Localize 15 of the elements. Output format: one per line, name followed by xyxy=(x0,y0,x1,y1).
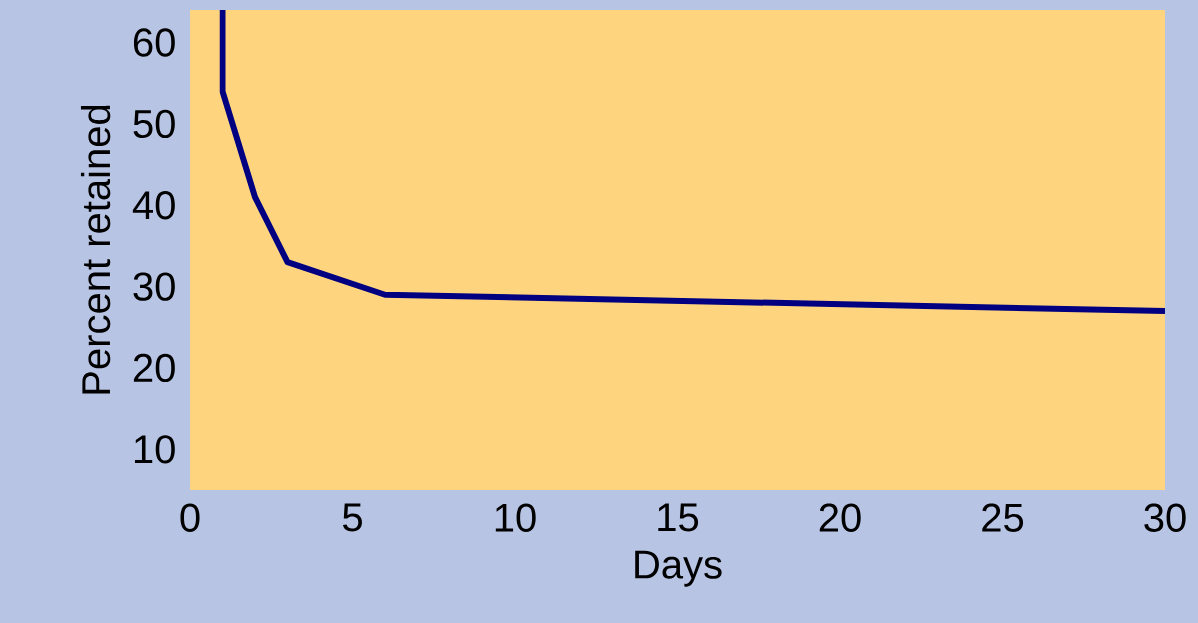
x-tick-label: 0 xyxy=(180,503,200,532)
x-axis-title: Days xyxy=(635,550,722,587)
y-tick-label: 40 xyxy=(132,191,175,220)
x-tick-label: 5 xyxy=(343,503,362,532)
x-tick-label: 30 xyxy=(1144,503,1186,532)
y-tick-label: 10 xyxy=(134,435,175,464)
x-tick-label: 25 xyxy=(982,503,1024,532)
y-tick-label: 20 xyxy=(133,353,175,383)
y-tick-label: 60 xyxy=(133,28,175,57)
y-tick-label: 50 xyxy=(133,109,175,139)
x-tick-label: 20 xyxy=(819,503,861,532)
y-tick-label: 30 xyxy=(133,272,175,301)
y-axis-title: Percent retained xyxy=(80,105,111,394)
x-tick-label: 15 xyxy=(658,503,699,532)
x-tick-label: 10 xyxy=(495,503,536,532)
